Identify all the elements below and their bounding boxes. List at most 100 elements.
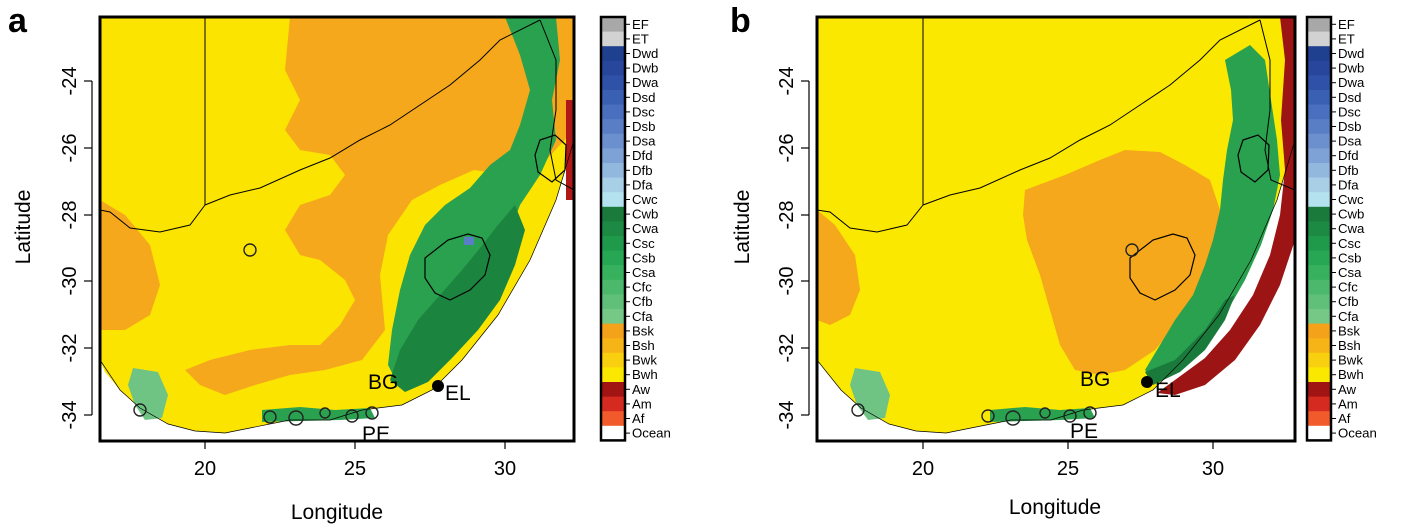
legend-swatch	[1307, 221, 1331, 237]
land-csa	[1145, 45, 1280, 380]
legend-swatch	[601, 17, 625, 33]
legend-swatch	[1307, 90, 1331, 106]
legend-swatch	[601, 163, 625, 179]
legend-label: Csb	[1338, 250, 1361, 265]
land-bsh	[1023, 150, 1220, 375]
legend-swatch	[1307, 250, 1331, 266]
y-axis: -24 -26 -28 -30 -32 -34 Latitude	[731, 67, 810, 429]
legend-label: Csc	[1338, 236, 1361, 251]
legend-swatch	[1307, 425, 1331, 441]
legend-swatch	[1307, 31, 1331, 47]
legend-label: Dwd	[1338, 46, 1364, 61]
legend-label: Dsa	[632, 134, 656, 149]
legend-label: Cfb	[1338, 294, 1359, 309]
legend-swatch	[601, 90, 625, 106]
legend-swatch	[601, 294, 625, 310]
legend-label: Cfc	[1338, 280, 1358, 295]
legend-label: Ocean	[632, 426, 671, 441]
map-area	[100, 17, 574, 441]
legend-swatch	[601, 382, 625, 398]
legend-swatch	[1307, 338, 1331, 354]
place-label-pe: PE	[362, 423, 390, 446]
x-tick-label: 20	[912, 458, 934, 480]
legend-label: Dfd	[1338, 148, 1359, 163]
country-borders	[817, 17, 1295, 233]
y-tick-label: -32	[59, 334, 81, 363]
panel-letter: b	[730, 2, 751, 40]
land-bsh-west	[100, 200, 160, 330]
legend-label: Bwk	[632, 353, 657, 368]
legend-label: Dwb	[632, 61, 658, 76]
land-cwa	[390, 205, 525, 392]
legend-label: Af	[1338, 411, 1351, 426]
legend-label: Dsd	[632, 90, 655, 105]
legend-label: Csb	[632, 250, 655, 265]
legend-label: Am	[632, 396, 652, 411]
x-tick-label: 30	[1202, 458, 1224, 480]
legend-label: Aw	[1338, 382, 1357, 397]
land-cfb-west	[128, 368, 168, 420]
land-dfb-spot	[464, 237, 474, 245]
legend-swatch	[1307, 265, 1331, 281]
x-tick-label: 30	[494, 458, 516, 480]
legend-swatch	[1307, 104, 1331, 120]
lesotho-border	[424, 233, 491, 301]
y-tick-label: -24	[59, 67, 81, 96]
legend-swatch	[1307, 148, 1331, 164]
legend-swatch	[1307, 396, 1331, 412]
legend-label: Dsb	[1338, 119, 1361, 134]
legend-swatch	[601, 133, 625, 149]
legend-swatch	[1307, 177, 1331, 193]
legend-swatch	[601, 250, 625, 266]
legend-swatch	[601, 104, 625, 120]
climate-map-a: BG EL PE 20 25 30 Longitude -24 -26 -28 …	[12, 15, 671, 524]
legend-label: Bsk	[632, 323, 654, 338]
legend-label: Dwa	[1338, 75, 1365, 90]
place-label-pe: PE	[1070, 420, 1098, 443]
station-markers	[851, 243, 1139, 426]
land-bsh-west	[817, 210, 860, 325]
legend-label: Dsc	[632, 104, 655, 119]
y-tick-label: -24	[776, 67, 798, 96]
climate-map-b: BG EL PE 20 25 30 Longitude -24 -26 -28 …	[731, 15, 1377, 519]
x-axis-title: Longitude	[1009, 496, 1101, 519]
y-tick-label: -26	[776, 134, 798, 163]
land-cwb	[388, 17, 560, 388]
el-point	[1141, 376, 1153, 388]
legend-label: Cwa	[632, 221, 659, 236]
legend-swatch	[1307, 382, 1331, 398]
land-aw	[566, 100, 574, 200]
lesotho-border	[1129, 233, 1196, 301]
legend-swatch	[1307, 352, 1331, 368]
legend-label: Cfb	[632, 294, 653, 309]
legend-swatch	[601, 323, 625, 339]
legend-label: Dfd	[632, 148, 653, 163]
legend-label: EF	[632, 17, 649, 32]
legend-label: Cwc	[1338, 192, 1364, 207]
legend-swatch	[1307, 323, 1331, 339]
legend-swatch	[1307, 163, 1331, 179]
x-tick-label: 25	[1057, 458, 1079, 480]
legend-swatch	[1307, 17, 1331, 33]
legend-label: Cfa	[632, 309, 653, 324]
legend-label: Dfb	[1338, 163, 1359, 178]
legend-label: Dwa	[632, 75, 659, 90]
legend-swatch	[1307, 206, 1331, 222]
legend-swatch	[601, 75, 625, 91]
place-label-bg: BG	[368, 371, 398, 394]
legend-swatch	[1307, 236, 1331, 252]
legend-label: Aw	[632, 382, 651, 397]
eswatini-border	[534, 134, 567, 183]
legend-label: Dsb	[632, 119, 655, 134]
eswatini-border	[1237, 134, 1270, 183]
y-tick-label: -30	[59, 267, 81, 296]
legend-label: Cwb	[632, 207, 658, 222]
el-point	[432, 380, 444, 392]
legend-swatch	[1307, 192, 1331, 208]
legend-swatch	[601, 206, 625, 222]
x-tick-label: 20	[194, 458, 216, 480]
map-panel-a: a	[8, 2, 671, 524]
legend-swatch	[601, 236, 625, 252]
legend-swatch	[601, 425, 625, 441]
legend-swatch	[601, 265, 625, 281]
